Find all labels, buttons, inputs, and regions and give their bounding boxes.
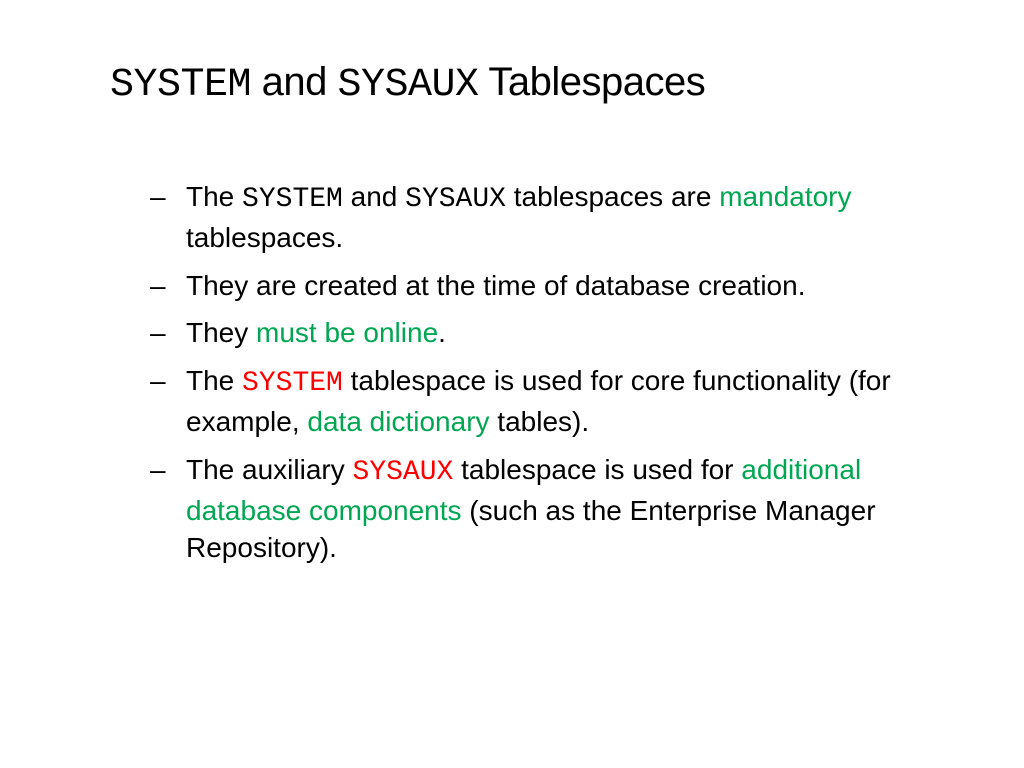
bullet-item: They must be online. [150,314,924,352]
bullet-segment: The auxiliary [186,454,353,485]
bullet-segment: SYSTEM [242,184,343,215]
bullet-segment: The [186,181,242,212]
bullet-item: The auxiliary SYSAUX tablespace is used … [150,451,924,567]
bullet-item: The SYSTEM tablespace is used for core f… [150,362,924,441]
bullet-segment: must be online [256,317,438,348]
bullet-segment: and [343,181,405,212]
slide-title: SYSTEM and SYSAUX Tablespaces [110,60,924,108]
bullet-segment: The [186,365,242,396]
title-part4: Tablespaces [479,60,706,104]
title-part3: SYSAUX [338,63,479,108]
bullet-segment: tablespace is used for [453,454,741,485]
bullet-segment: SYSAUX [353,457,454,488]
bullet-segment: mandatory [719,181,851,212]
bullet-segment: They are created at the time of database… [186,270,805,301]
bullet-segment: . [438,317,446,348]
bullet-segment: SYSAUX [405,184,506,215]
bullet-segment: tablespaces. [186,222,343,253]
bullet-segment: data dictionary [307,406,489,437]
bullet-item: The SYSTEM and SYSAUX tablespaces are ma… [150,178,924,257]
title-part2: and [251,60,337,104]
bullet-item: They are created at the time of database… [150,267,924,305]
bullet-list: The SYSTEM and SYSAUX tablespaces are ma… [110,178,924,567]
bullet-segment: tablespaces are [506,181,719,212]
bullet-segment: tables). [490,406,590,437]
title-part1: SYSTEM [110,63,251,108]
bullet-segment: SYSTEM [242,368,343,399]
bullet-segment: They [186,317,256,348]
